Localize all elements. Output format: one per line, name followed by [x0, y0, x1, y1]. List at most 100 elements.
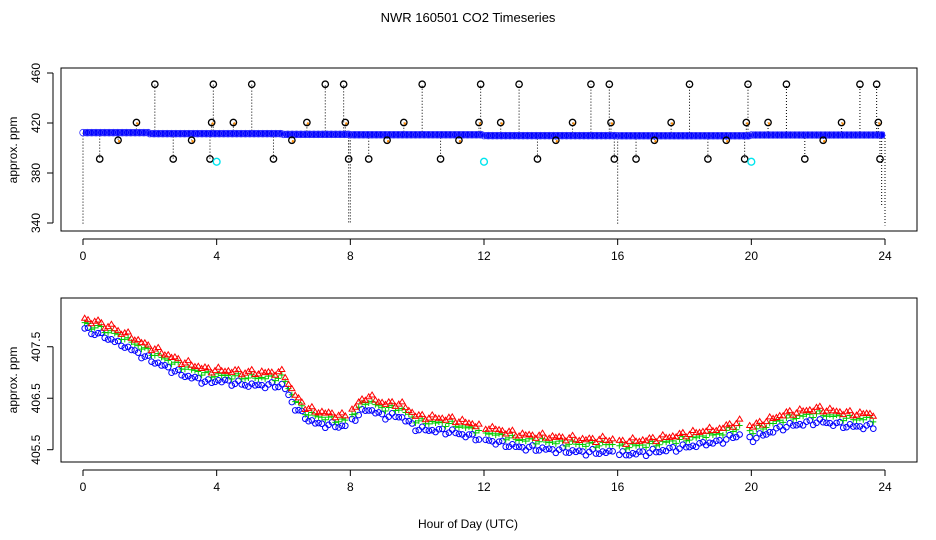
top-baseline-point — [558, 131, 566, 140]
bottom-series-point — [545, 445, 553, 453]
top-spike-point — [819, 136, 828, 145]
bottom-series-point — [318, 420, 326, 428]
top-spike-point — [782, 80, 791, 89]
bottom-series-point — [608, 434, 617, 442]
bottom-series-point — [719, 431, 726, 438]
top-baseline-point — [314, 130, 322, 139]
bottom-series-point — [141, 353, 149, 360]
top-baseline-point — [118, 128, 126, 137]
bottom-series-point — [121, 344, 129, 351]
bottom-series-point — [725, 419, 734, 427]
bottom-series-point — [322, 416, 329, 423]
bottom-series-point — [625, 437, 634, 444]
bottom-series-point — [485, 437, 493, 444]
bottom-series-point — [626, 451, 633, 459]
top-baseline-point — [877, 131, 886, 139]
bottom-series-point — [629, 449, 637, 457]
bottom-series-point — [706, 430, 713, 437]
bottom-series-point — [486, 431, 493, 438]
bottom-series-point — [765, 412, 774, 420]
bottom-series-point — [349, 411, 356, 418]
top-baseline-point — [510, 131, 519, 140]
bottom-series-point — [151, 360, 159, 367]
bottom-series-point — [338, 408, 346, 416]
bottom-series-point — [197, 364, 206, 371]
bottom-series-point — [662, 447, 670, 455]
top-x-tick-label: 20 — [745, 249, 759, 263]
top-baseline-point — [610, 131, 619, 140]
top-baseline-point — [860, 131, 868, 139]
top-baseline-point — [442, 131, 450, 139]
bottom-series-point — [141, 344, 148, 351]
bottom-series-point — [365, 407, 373, 414]
top-baseline-point — [416, 131, 424, 139]
bottom-series-point — [442, 430, 449, 438]
top-spike-point — [704, 155, 712, 163]
bottom-series-point — [735, 415, 744, 422]
bottom-series-point — [364, 392, 373, 400]
bottom-series-point — [81, 325, 88, 332]
bottom-series-point — [421, 415, 430, 423]
bottom-series-point — [295, 406, 302, 414]
top-baseline-point — [411, 131, 420, 139]
top-baseline-point — [769, 131, 777, 139]
top-y-axis-label: approx. ppm — [6, 117, 20, 184]
bottom-series-point — [672, 432, 681, 440]
bottom-series-point — [502, 443, 510, 451]
bottom-series-point — [836, 407, 844, 415]
top-baseline-point — [843, 131, 851, 139]
bottom-series-point — [341, 411, 350, 419]
bottom-series-point — [568, 431, 577, 438]
bottom-series-point — [569, 438, 576, 445]
bottom-series-point — [746, 433, 753, 441]
top-baseline-point — [276, 129, 284, 138]
bottom-series-point — [736, 431, 743, 438]
top-baseline-point — [340, 130, 349, 139]
bottom-series-point — [809, 421, 817, 429]
top-baseline-point — [618, 132, 626, 140]
bottom-series-point — [689, 442, 697, 450]
bottom-series-point — [379, 404, 386, 411]
bottom-series-point — [696, 439, 703, 447]
bottom-series-point — [215, 370, 222, 377]
bottom-series-point — [351, 403, 360, 410]
bottom-series-point — [215, 376, 222, 384]
top-baseline-point — [532, 131, 540, 140]
bottom-series-point — [432, 420, 439, 427]
bottom-series-point — [128, 346, 135, 354]
top-baseline-point — [834, 131, 842, 139]
bottom-series-point — [783, 423, 790, 431]
bottom-series-point — [502, 436, 509, 443]
bottom-series-point — [287, 384, 296, 392]
top-spike-accent — [610, 122, 614, 125]
bottom-series-point — [134, 335, 143, 343]
bottom-series-point — [452, 429, 459, 437]
bottom-series-point — [562, 443, 569, 450]
top-spike-accent — [403, 122, 406, 125]
bottom-series-point — [385, 404, 392, 411]
bottom-series-point — [699, 432, 706, 439]
bottom-series-point — [378, 410, 386, 418]
bottom-series-point — [626, 444, 633, 451]
bottom-series-point — [241, 369, 249, 376]
bottom-series-point — [355, 411, 362, 419]
bottom-series-point — [529, 442, 536, 449]
top-spike-point — [436, 155, 445, 163]
bottom-series-point — [332, 419, 339, 426]
bottom-series-point — [755, 417, 764, 425]
bottom-series-point — [495, 438, 503, 445]
top-baseline-point — [679, 132, 687, 140]
top-spike-accent — [117, 140, 121, 143]
top-baseline-point — [696, 132, 704, 140]
bottom-series-point — [111, 330, 118, 337]
top-baseline-point — [79, 128, 87, 137]
bottom-series-point — [852, 411, 861, 418]
bottom-series-point — [104, 336, 112, 343]
top-baseline-point — [747, 131, 756, 139]
bottom-series-point — [395, 413, 403, 421]
bottom-series-point — [515, 443, 523, 451]
bottom-series-point — [609, 448, 616, 455]
top-baseline-point — [211, 129, 219, 138]
bottom-series-point — [592, 438, 600, 445]
bottom-series-point — [184, 356, 193, 364]
